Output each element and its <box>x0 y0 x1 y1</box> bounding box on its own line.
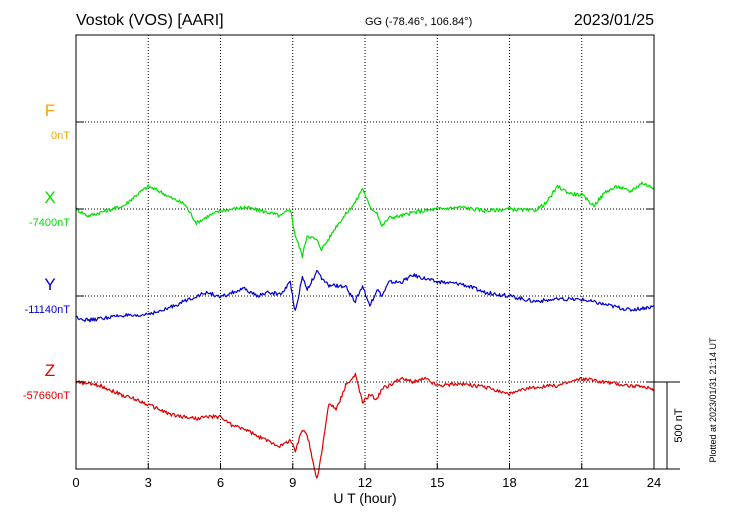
series-baseline-y: -11140nT <box>25 304 71 316</box>
x-tick-label: 6 <box>217 475 224 490</box>
x-tick-label: 21 <box>575 475 589 490</box>
trace-y <box>75 270 655 323</box>
scale-bar-label: 500 nT <box>673 408 685 443</box>
series-name-f: F <box>45 101 55 120</box>
plot-date: 2023/01/25 <box>574 12 654 29</box>
plotted-at-note: Plotted at 2023/01/31 21:14 UT <box>708 337 718 463</box>
x-tick-label: 12 <box>358 475 372 490</box>
x-tick-label: 3 <box>145 475 152 490</box>
trace-x <box>75 181 655 259</box>
series-traces <box>75 181 655 479</box>
x-tick-label: 0 <box>72 475 79 490</box>
x-tick-label: 24 <box>647 475 661 490</box>
grid-lines <box>76 35 654 469</box>
series-name-z: Z <box>45 361 55 380</box>
scale-bar: 500 nT <box>654 381 685 470</box>
trace-z <box>75 372 655 479</box>
series-baseline-x: -7400nT <box>29 217 70 229</box>
series-name-x: X <box>44 188 55 207</box>
series-labels: F 0nT X -7400nT Y -11140nT Z -57660nT <box>23 101 70 402</box>
series-name-y: Y <box>44 275 55 294</box>
station-title: Vostok (VOS) [AARI] <box>76 12 224 29</box>
x-axis-label: U T (hour) <box>333 490 396 506</box>
x-axis-ticks: 0 3 6 9 12 15 18 21 24 <box>72 121 661 490</box>
series-baseline-f: 0nT <box>51 130 70 142</box>
x-tick-label: 18 <box>502 475 516 490</box>
x-tick-label: 9 <box>289 475 296 490</box>
station-coordinates: GG (-78.46°, 106.84°) <box>365 16 472 28</box>
x-tick-label: 15 <box>430 475 444 490</box>
series-baseline-z: -57660nT <box>23 390 70 402</box>
